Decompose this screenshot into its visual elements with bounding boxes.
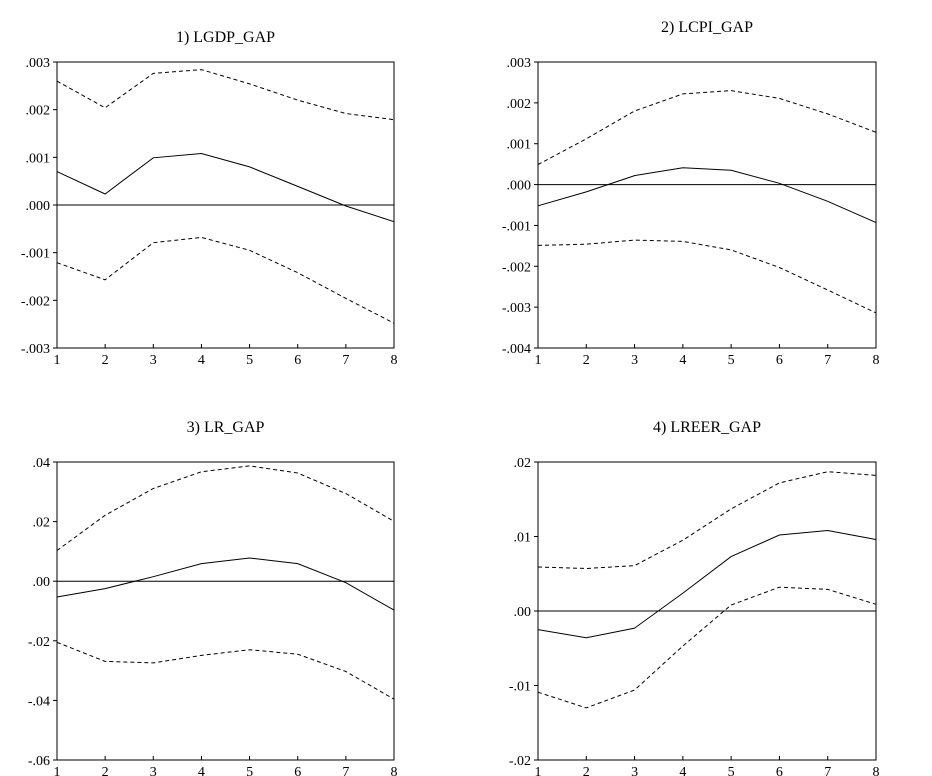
x-tick-label: 2 — [102, 353, 109, 368]
x-tick-label: 8 — [873, 353, 880, 368]
plot-frame — [537, 61, 877, 349]
response-line — [537, 529, 877, 639]
y-tick-label: -.06 — [28, 754, 50, 769]
x-tick-label: 4 — [198, 765, 205, 776]
y-tick-label: .04 — [33, 456, 51, 471]
x-tick-label: 7 — [342, 765, 349, 776]
x-tick-label: 4 — [679, 353, 686, 368]
x-tick-label: 3 — [150, 765, 157, 776]
y-tick-label: .01 — [514, 531, 532, 546]
x-tick-label: 8 — [873, 765, 880, 776]
x-tick-label: 3 — [150, 353, 157, 368]
chart-title: 4) LREER_GAP — [653, 419, 761, 436]
plot-frame — [56, 461, 395, 761]
x-tick-label: 5 — [246, 353, 253, 368]
x-tick-label: 5 — [246, 765, 253, 776]
y-tick-label: .02 — [33, 516, 51, 531]
x-tick-label: 7 — [824, 353, 831, 368]
x-tick-label: 7 — [342, 353, 349, 368]
x-tick-label: 3 — [631, 765, 638, 776]
x-tick-label: 1 — [54, 353, 61, 368]
upper-band-line — [56, 69, 395, 121]
x-tick-label: 8 — [391, 353, 398, 368]
chart-panel-3: 3) LR_GAP .04 .02 .00 -.02 -.04 -.06 1 2 3 4 5 6 7 8 — [28, 419, 398, 776]
upper-band-line — [537, 471, 877, 570]
x-tick-label: 5 — [728, 765, 735, 776]
y-tick-label: -.002 — [21, 294, 50, 309]
x-tick-label: 6 — [776, 765, 783, 776]
y-tick-label: .000 — [26, 199, 51, 214]
y-tick-label: .002 — [507, 97, 532, 112]
y-tick-label: .002 — [26, 104, 51, 119]
chart-title: 2) LCPI_GAP — [661, 19, 753, 36]
chart-panel-1: 1) LGDP_GAP .003 .002 .001 .000 -.001 -.002 -.0… — [21, 29, 398, 368]
chart-title: 3) LR_GAP — [187, 419, 265, 436]
y-tick-label: -.001 — [502, 219, 531, 234]
upper-band-line — [537, 90, 877, 166]
x-tick-label: 3 — [631, 353, 638, 368]
chart-title: 1) LGDP_GAP — [176, 29, 275, 46]
lower-band-line — [56, 236, 395, 324]
x-tick-label: 7 — [824, 765, 831, 776]
y-tick-label: -.02 — [509, 754, 531, 769]
y-tick-label: -.02 — [28, 635, 50, 650]
response-line — [56, 152, 395, 223]
y-tick-label: -.004 — [502, 342, 531, 357]
y-tick-label: -.003 — [502, 301, 531, 316]
y-tick-label: -.01 — [509, 680, 531, 695]
y-tick-label: .00 — [514, 605, 532, 620]
x-tick-label: 5 — [728, 353, 735, 368]
y-tick-label: -.003 — [21, 342, 50, 357]
lower-band-line — [56, 641, 395, 700]
chart-panel-4: 4) LREER_GAP .02 .01 .00 -.01 -.02 1 2 3 4 5 6 7 8 — [509, 419, 880, 776]
response-line — [537, 167, 877, 224]
x-tick-label: 6 — [294, 353, 301, 368]
x-tick-label: 4 — [679, 765, 686, 776]
x-tick-label: 2 — [583, 353, 590, 368]
y-tick-label: .003 — [507, 56, 532, 71]
lower-band-line — [537, 586, 877, 709]
x-tick-label: 1 — [54, 765, 61, 776]
lower-band-line — [537, 239, 877, 314]
x-tick-label: 6 — [294, 765, 301, 776]
x-tick-label: 2 — [583, 765, 590, 776]
x-tick-label: 8 — [391, 765, 398, 776]
y-tick-label: .02 — [514, 456, 532, 471]
y-tick-label: -.002 — [502, 260, 531, 275]
x-tick-label: 4 — [198, 353, 205, 368]
x-tick-label: 2 — [102, 765, 109, 776]
upper-band-line — [56, 465, 395, 551]
y-tick-label: .001 — [507, 138, 532, 153]
y-tick-label: .003 — [26, 56, 51, 71]
response-line — [56, 557, 395, 611]
y-tick-label: .000 — [507, 179, 532, 194]
chart-panel-2: 2) LCPI_GAP .003 .002 .001 .000 -.001 -.002 -.0… — [502, 19, 880, 368]
y-tick-label: -.001 — [21, 247, 50, 262]
x-tick-label: 6 — [776, 353, 783, 368]
y-tick-label: .001 — [26, 151, 51, 166]
y-tick-label: -.04 — [28, 694, 50, 709]
x-tick-label: 1 — [535, 353, 542, 368]
x-tick-label: 1 — [535, 765, 542, 776]
y-tick-label: .00 — [33, 575, 51, 590]
